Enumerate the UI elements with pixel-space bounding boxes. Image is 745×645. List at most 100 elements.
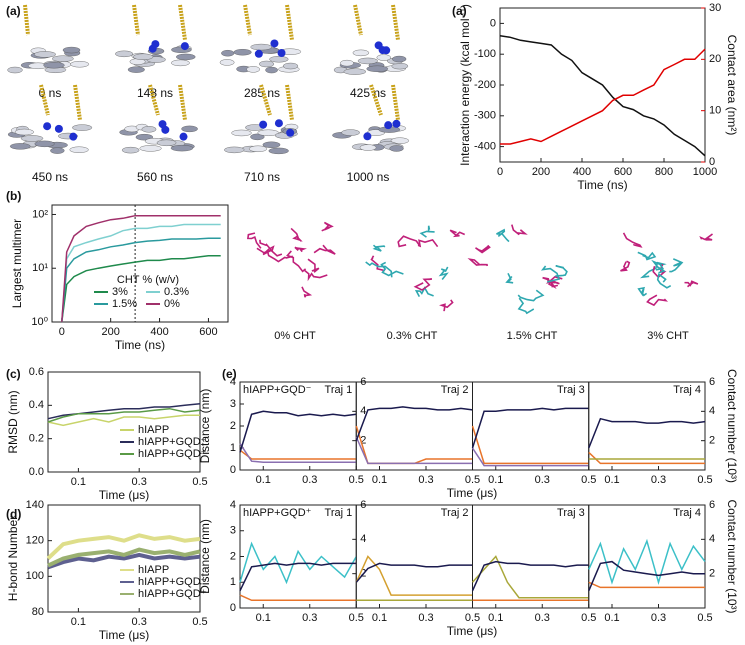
protein-strand (262, 141, 281, 148)
chain (505, 272, 514, 284)
chain (286, 250, 307, 273)
snapshot (224, 84, 299, 155)
y2-tick-label: 4 (360, 533, 366, 545)
x-tick-label: 0.3 (302, 612, 317, 624)
series-line (239, 443, 357, 464)
y2-tick-label: 6 (709, 376, 715, 388)
legend-label: hIAPP (138, 424, 169, 436)
y2-axis-title: Contact number (10³) (725, 369, 739, 483)
gqd-rod (391, 84, 400, 121)
blue-residue (69, 132, 78, 141)
snapshot-label: 1000 ns (347, 170, 390, 184)
blue-residue (179, 132, 188, 141)
blue-residue (363, 132, 372, 141)
blue-residue (151, 40, 160, 49)
series-line (47, 407, 201, 423)
series-line (500, 48, 706, 145)
y-tick-label: 1 (230, 576, 236, 588)
x-axis-title: Time (μs) (447, 486, 497, 500)
protein-strand (233, 49, 252, 56)
protein-strand (52, 55, 74, 62)
x-tick-label: 0.5 (465, 612, 480, 624)
chain (414, 286, 434, 297)
protein-strand (69, 146, 89, 153)
protein-strand (132, 53, 154, 60)
chain (511, 224, 528, 236)
snapshot (333, 4, 409, 75)
x-tick-label: 400 (150, 326, 168, 338)
y-axis-title: Distance (nm) (198, 519, 212, 594)
blue-residue (384, 121, 393, 130)
aggregate-snapshot (467, 224, 568, 315)
protein-strand (127, 66, 145, 73)
protein-strand (70, 61, 90, 68)
x-axis-title: Time (ns) (577, 178, 627, 192)
chain (542, 276, 556, 284)
snapshot (115, 4, 196, 73)
protein-strand (171, 59, 190, 67)
protein-strand (181, 125, 198, 133)
protein-strand (14, 128, 34, 136)
subplot-title: Traj 4 (673, 507, 701, 519)
snapshot-label: 0% CHT (274, 330, 316, 342)
chain (669, 258, 684, 273)
x-tick-label: 0.3 (535, 474, 550, 486)
protein-strand (259, 60, 275, 68)
panel-label: (e) (222, 367, 237, 381)
chain (540, 265, 561, 283)
chain (417, 238, 439, 248)
protein-strand (269, 56, 289, 63)
x-tick-label: 1000 (693, 166, 717, 178)
legend-label: hIAPP (138, 564, 169, 576)
chain (438, 266, 449, 281)
snapshot-label: 560 ns (137, 170, 173, 184)
series-line (239, 449, 357, 460)
chain (496, 228, 510, 243)
y-tick-label: -100 (474, 48, 496, 60)
chain (656, 273, 672, 289)
series-line (47, 414, 200, 427)
x-tick-label: 0 (497, 166, 503, 178)
x-tick-label: 0.5 (465, 474, 480, 486)
subplot-title: Traj 1 (325, 384, 353, 396)
protein-strand (139, 145, 162, 152)
chain (321, 221, 334, 232)
chain (517, 297, 535, 315)
chain (262, 245, 283, 257)
protein-strand (357, 57, 378, 65)
series-line (499, 34, 706, 157)
legend-label: 0.3% (164, 286, 189, 298)
protein-strand (34, 140, 55, 148)
series-line (588, 451, 705, 465)
snapshot (7, 84, 93, 154)
legend-label: hIAPP+GQD⁻ (138, 436, 207, 448)
gqd-rod (178, 4, 187, 41)
chain (637, 286, 648, 297)
chain (372, 244, 386, 252)
x-tick-label: 200 (532, 166, 550, 178)
aggregate-snapshot (246, 221, 336, 298)
protein-strand (392, 55, 407, 63)
row-label: hIAPP+GQD⁻ (243, 384, 312, 396)
x-tick-label: 0.1 (604, 474, 619, 486)
y2-tick-label: 20 (709, 53, 721, 65)
y2-axis-title: Contact number (10³) (725, 499, 739, 613)
chain (620, 260, 631, 272)
x-tick-label: 0.1 (256, 474, 271, 486)
protein-strand (141, 126, 157, 133)
x-tick-label: 0.5 (349, 474, 364, 486)
protein-strand (246, 66, 260, 73)
chain (365, 261, 393, 278)
series-line (239, 410, 357, 453)
gqd-rod (243, 4, 252, 36)
snapshot (119, 84, 198, 154)
y-axis-title: Distance (nm) (198, 389, 212, 464)
chain (290, 227, 303, 242)
y-tick-label: 140 (26, 499, 44, 511)
snapshot-label: 1.5% CHT (507, 330, 558, 342)
x-axis-title: Time (μs) (447, 624, 497, 638)
blue-residue (378, 46, 387, 55)
protein-strand (176, 53, 196, 61)
x-tick-label: 0.3 (418, 474, 433, 486)
